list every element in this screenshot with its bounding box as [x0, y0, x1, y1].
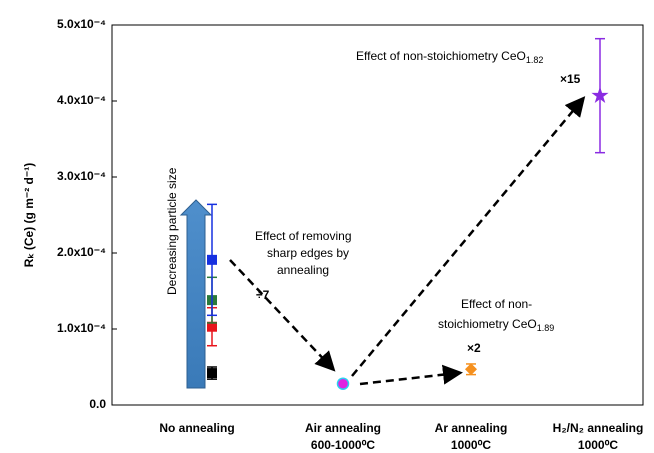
y-tick-label: 4.0x10⁻⁴ — [57, 93, 106, 107]
y-axis-label: Rₖ (Ce) (g m⁻² d⁻¹) — [22, 163, 36, 267]
annotation-text: Decreasing particle size — [165, 167, 179, 295]
x-tick-note: 1000⁰C — [451, 438, 492, 452]
annotation: Effect of non-stoichiometry CeO1.82 — [356, 49, 543, 65]
marker — [465, 363, 477, 376]
annotation: ×15 — [560, 72, 581, 86]
annotation: ÷7 — [256, 288, 270, 302]
annotation: Effect of non- — [461, 297, 532, 311]
annotation: sharp edges by — [267, 246, 349, 260]
annotation: Decreasing particle size — [165, 167, 179, 295]
plot-frame — [111, 24, 644, 406]
marker — [336, 377, 350, 390]
annotation-text: annealing — [277, 263, 329, 277]
annotation: annealing — [277, 263, 329, 277]
x-tick-label: H₂/N₂ annealing — [553, 421, 644, 435]
marker — [207, 321, 217, 332]
annotation-subscript: 1.82 — [526, 55, 544, 65]
marker — [207, 368, 217, 379]
annotation: stoichiometry CeO1.89 — [438, 317, 554, 333]
annotation-text: Effect of non- — [461, 297, 532, 311]
annotation: Effect of removing — [255, 229, 352, 243]
particle-size-arrow — [179, 199, 213, 389]
annotation-subscript: 1.89 — [537, 323, 555, 333]
x-tick-note: 600-1000⁰C — [311, 438, 376, 452]
y-tick-label: 3.0x10⁻⁴ — [57, 169, 106, 183]
marker — [591, 86, 609, 103]
y-tick-label: 1.0x10⁻⁴ — [57, 321, 106, 335]
annotation-text: stoichiometry CeO — [438, 317, 537, 331]
dashed-arrow — [359, 364, 463, 386]
x-tick-label: No annealing — [159, 421, 234, 435]
marker — [207, 254, 217, 265]
x-tick-label: Ar annealing — [435, 421, 508, 435]
dashed-arrow — [351, 96, 586, 377]
dashed-arrow — [229, 259, 336, 372]
annotation-text: ÷7 — [256, 288, 270, 302]
annotation-text: ×2 — [467, 341, 481, 355]
annotation-text: ×15 — [560, 72, 581, 86]
annotation-text: Effect of removing — [255, 229, 352, 243]
y-tick-label: 2.0x10⁻⁴ — [57, 245, 106, 259]
y-tick-label: 0.0 — [89, 397, 106, 411]
annotation: ×2 — [467, 341, 481, 355]
x-tick-note: 1000⁰C — [578, 438, 619, 452]
annotation-text: sharp edges by — [267, 246, 349, 260]
y-tick-label: 5.0x10⁻⁴ — [57, 17, 106, 31]
x-tick-label: Air annealing — [305, 421, 381, 435]
annotation-text: Effect of non-stoichiometry CeO — [356, 49, 526, 63]
